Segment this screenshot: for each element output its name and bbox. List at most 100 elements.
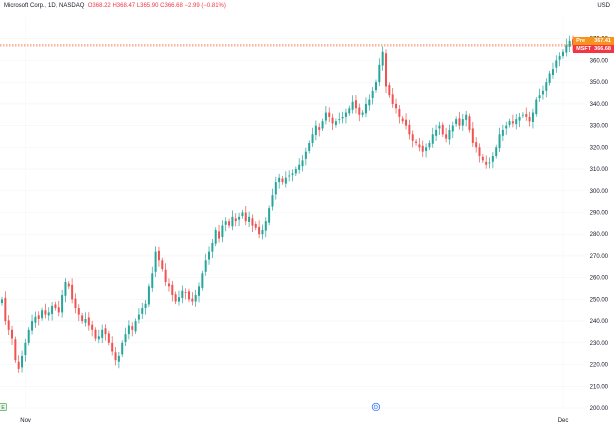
candle[interactable] bbox=[67, 280, 70, 289]
candle[interactable] bbox=[511, 114, 514, 128]
candle[interactable] bbox=[238, 212, 241, 227]
candle[interactable] bbox=[31, 314, 34, 335]
candle[interactable] bbox=[408, 119, 411, 140]
candle[interactable] bbox=[27, 327, 30, 346]
candle[interactable] bbox=[485, 155, 488, 169]
candle[interactable] bbox=[435, 124, 438, 142]
candle[interactable] bbox=[475, 137, 478, 153]
candle[interactable] bbox=[261, 224, 264, 240]
candle[interactable] bbox=[354, 94, 357, 114]
candle[interactable] bbox=[521, 112, 524, 119]
candle[interactable] bbox=[251, 214, 254, 233]
candle[interactable] bbox=[244, 205, 247, 226]
candle[interactable] bbox=[501, 124, 504, 142]
candle[interactable] bbox=[194, 289, 197, 307]
candle[interactable] bbox=[284, 171, 287, 188]
candle[interactable] bbox=[151, 266, 154, 292]
candle[interactable] bbox=[218, 224, 221, 243]
candle[interactable] bbox=[157, 246, 160, 267]
candle[interactable] bbox=[458, 111, 461, 130]
candle[interactable] bbox=[308, 140, 311, 154]
candle[interactable] bbox=[161, 257, 164, 272]
candle[interactable] bbox=[281, 175, 284, 185]
candle[interactable] bbox=[314, 120, 317, 141]
candle[interactable] bbox=[505, 121, 508, 135]
candle[interactable] bbox=[535, 96, 538, 117]
candle[interactable] bbox=[101, 324, 104, 344]
candle[interactable] bbox=[208, 246, 211, 265]
candle[interactable] bbox=[134, 318, 137, 334]
candle[interactable] bbox=[248, 211, 251, 228]
candle[interactable] bbox=[137, 308, 140, 324]
candle[interactable] bbox=[515, 113, 518, 130]
candle[interactable] bbox=[144, 299, 147, 315]
candle[interactable] bbox=[318, 123, 321, 137]
candle[interactable] bbox=[495, 144, 498, 159]
candle[interactable] bbox=[221, 220, 224, 243]
candle[interactable] bbox=[398, 105, 401, 124]
candle[interactable] bbox=[498, 127, 501, 153]
candle[interactable] bbox=[448, 124, 451, 145]
candle[interactable] bbox=[428, 140, 431, 150]
candle[interactable] bbox=[331, 113, 334, 130]
candle[interactable] bbox=[21, 350, 24, 373]
candle[interactable] bbox=[451, 121, 454, 138]
candle[interactable] bbox=[64, 278, 67, 303]
candle[interactable] bbox=[518, 113, 521, 128]
candle[interactable] bbox=[11, 325, 14, 346]
candle[interactable] bbox=[54, 301, 57, 311]
candle[interactable] bbox=[74, 293, 77, 314]
candle[interactable] bbox=[41, 307, 44, 321]
candle[interactable] bbox=[198, 282, 201, 303]
candle[interactable] bbox=[184, 288, 187, 300]
candle[interactable] bbox=[214, 227, 217, 247]
candle[interactable] bbox=[425, 143, 428, 158]
candle[interactable] bbox=[445, 127, 448, 143]
earnings-marker[interactable]: E bbox=[0, 403, 7, 412]
candle[interactable] bbox=[545, 78, 548, 98]
candle[interactable] bbox=[154, 246, 157, 278]
dividend-marker[interactable]: D bbox=[371, 402, 381, 412]
candle[interactable] bbox=[91, 320, 94, 337]
candle[interactable] bbox=[298, 158, 301, 174]
candle[interactable] bbox=[187, 288, 190, 302]
candle[interactable] bbox=[465, 110, 468, 127]
candle[interactable] bbox=[551, 62, 554, 79]
candle[interactable] bbox=[44, 303, 47, 319]
candle[interactable] bbox=[107, 330, 110, 346]
candle[interactable] bbox=[34, 311, 37, 328]
candle[interactable] bbox=[311, 127, 314, 147]
candle[interactable] bbox=[294, 166, 297, 177]
candle[interactable] bbox=[488, 157, 491, 169]
candle[interactable] bbox=[278, 173, 281, 189]
candle[interactable] bbox=[37, 311, 40, 326]
candle[interactable] bbox=[181, 285, 184, 304]
candle[interactable] bbox=[254, 221, 257, 231]
candle[interactable] bbox=[364, 97, 367, 118]
candle[interactable] bbox=[468, 113, 471, 133]
candle[interactable] bbox=[57, 300, 60, 317]
candle[interactable] bbox=[461, 113, 464, 131]
candle[interactable] bbox=[94, 327, 97, 342]
candle[interactable] bbox=[361, 109, 364, 118]
candle[interactable] bbox=[167, 278, 170, 292]
candle[interactable] bbox=[478, 143, 481, 163]
candle[interactable] bbox=[131, 322, 134, 337]
candle[interactable] bbox=[288, 170, 291, 182]
candle[interactable] bbox=[241, 209, 244, 219]
candle[interactable] bbox=[481, 154, 484, 163]
candle[interactable] bbox=[561, 49, 564, 59]
candle[interactable] bbox=[301, 155, 304, 172]
candle[interactable] bbox=[177, 290, 180, 306]
candle[interactable] bbox=[455, 116, 458, 127]
candle[interactable] bbox=[351, 95, 354, 114]
candle[interactable] bbox=[411, 130, 414, 148]
candle[interactable] bbox=[4, 291, 7, 326]
candle[interactable] bbox=[87, 312, 90, 331]
interval[interactable]: 1D bbox=[48, 3, 56, 9]
candle[interactable] bbox=[548, 70, 551, 86]
candle[interactable] bbox=[371, 86, 374, 105]
candle[interactable] bbox=[174, 291, 177, 305]
candle[interactable] bbox=[97, 329, 100, 344]
candle[interactable] bbox=[121, 340, 124, 357]
